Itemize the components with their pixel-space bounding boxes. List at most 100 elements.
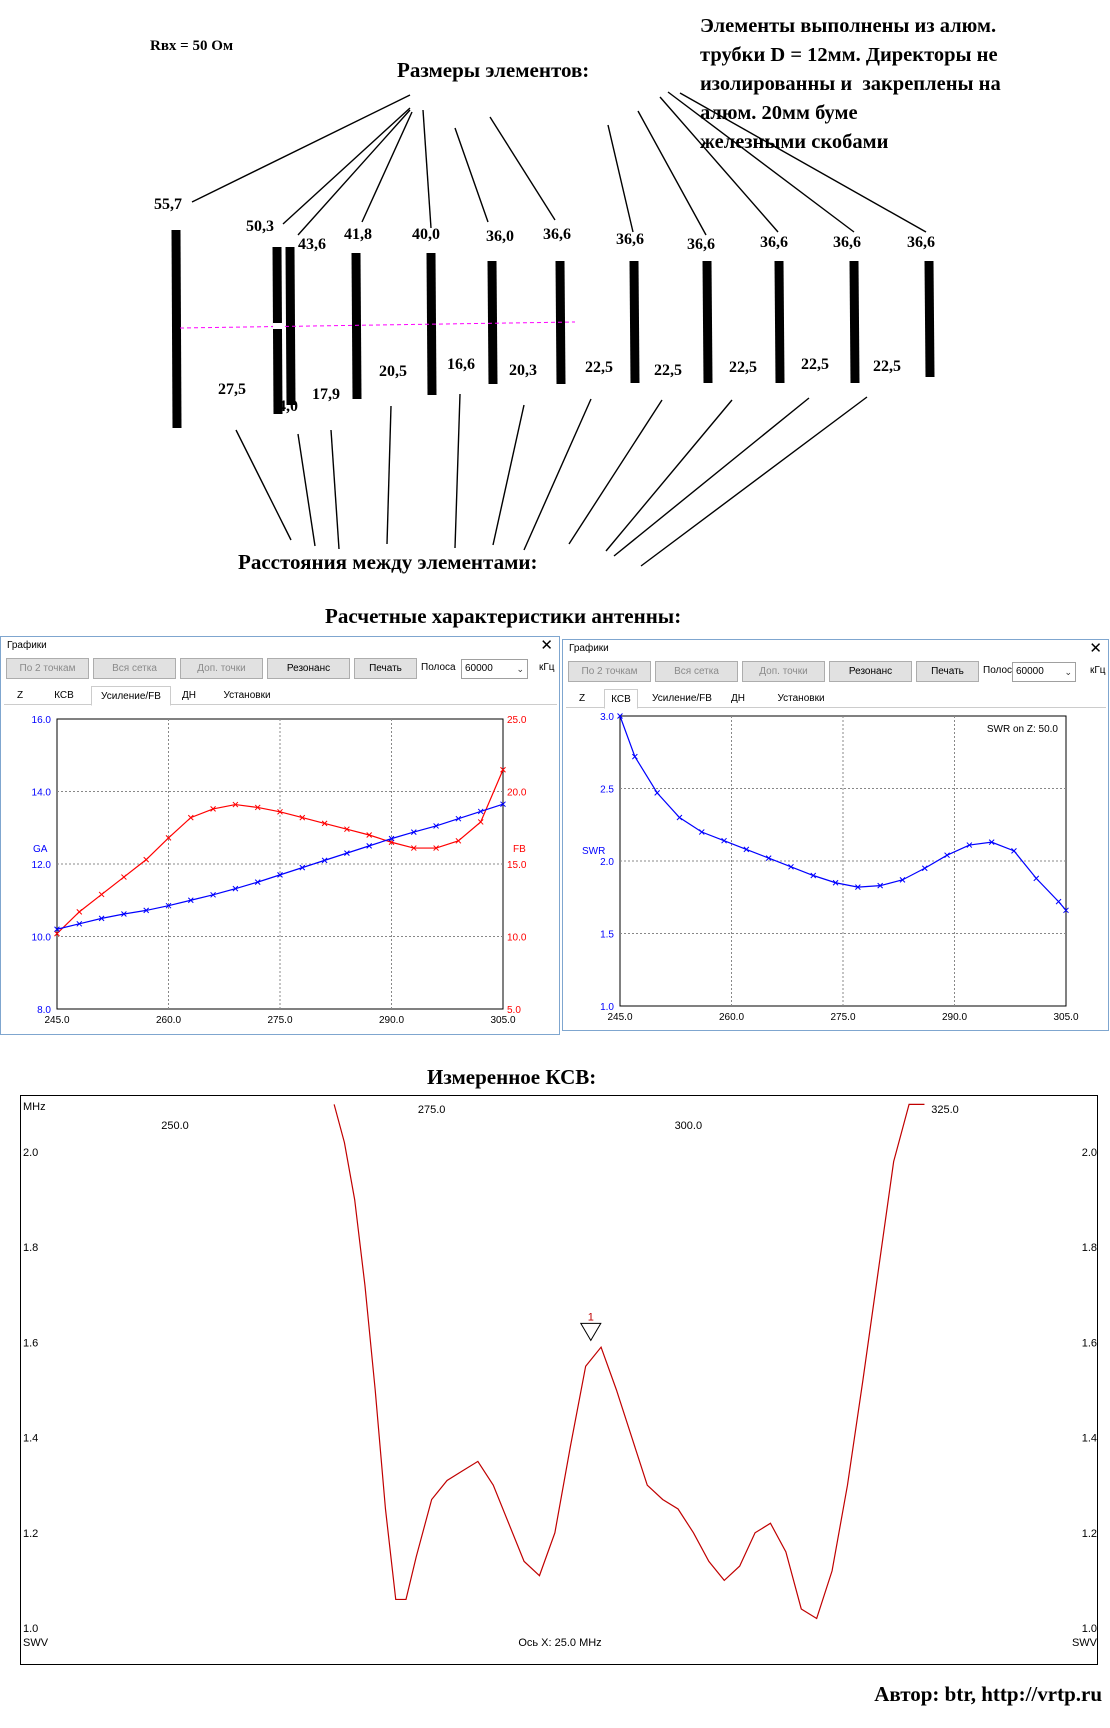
- tab-swr[interactable]: КСВ: [54, 690, 74, 701]
- y-tick-label: 2.0: [600, 857, 614, 868]
- tab-gain-fb[interactable]: Усиление/FB: [652, 693, 712, 704]
- element-distance-label: 22,5: [585, 359, 613, 376]
- x-tick-label: 245.0: [607, 1012, 632, 1023]
- fb-series-point: [143, 856, 150, 863]
- element-distance-label: 20,3: [509, 362, 537, 379]
- antenna-element-4: [351, 252, 362, 400]
- y2-tick-label: 20.0: [507, 788, 527, 799]
- swr-series-point: [765, 855, 772, 861]
- swr-reference-annotation: SWR on Z: 50.0: [987, 724, 1059, 735]
- ga-series-point: [165, 902, 172, 909]
- distance-leader-line-1: [235, 429, 292, 541]
- swv-axis-label-right: SWV: [1072, 1637, 1098, 1649]
- tab-gain-fb[interactable]: Усиление/FB: [91, 686, 171, 706]
- size-leader-line-3: [297, 109, 411, 236]
- element-distance-label: 22,5: [873, 358, 901, 375]
- ga-series-point: [500, 801, 506, 808]
- swr-series-point: [1063, 907, 1069, 914]
- y-tick-label: 16.0: [32, 715, 52, 726]
- x-tick-label: 290.0: [379, 1015, 404, 1026]
- antenna-element-1: [171, 229, 182, 429]
- extra-points-button[interactable]: Доп. точки: [180, 658, 263, 679]
- y2-tick-label: 25.0: [507, 715, 527, 726]
- y-tick-label-left: 1.8: [23, 1242, 38, 1254]
- antenna-diagram-svg: [171, 91, 935, 567]
- full-grid-button[interactable]: Вся сетка: [655, 661, 738, 682]
- distance-leader-line-10: [613, 397, 810, 557]
- ga-series-point: [54, 926, 60, 933]
- fb-series-point: [165, 835, 172, 841]
- construction-note: Элементы выполнены из алюм. трубки D = 1…: [700, 15, 1001, 153]
- input-resistance-label: Rвх = 50 Ом: [150, 38, 234, 54]
- x-axis-scale-label: Ось X: 25.0 MHz: [518, 1637, 601, 1649]
- x-unit-label: MHz: [23, 1101, 46, 1113]
- y-tick-label: 10.0: [32, 933, 52, 944]
- swr-series-point: [788, 863, 794, 870]
- ga-series-point: [210, 891, 216, 898]
- tab-settings[interactable]: Установки: [777, 693, 825, 704]
- tab-settings[interactable]: Установки: [223, 690, 271, 701]
- element-distance-label: 22,5: [801, 356, 829, 373]
- y-tick-label-left: 1.0: [23, 1623, 38, 1635]
- ga-series-point: [232, 885, 239, 892]
- toolbar: По 2 точкам Вся сетка Доп. точки Резонан…: [566, 661, 1106, 684]
- chevron-down-icon: ⌄: [1064, 667, 1072, 677]
- swr-series-point: [654, 789, 661, 796]
- tab-pattern[interactable]: ДН: [731, 693, 745, 704]
- author-credit: Автор: btr, http://vrtp.ru: [874, 1682, 1102, 1706]
- ga-series-point: [388, 835, 395, 842]
- close-icon[interactable]: ✕: [1089, 640, 1102, 657]
- tab-pattern[interactable]: ДН: [182, 690, 196, 701]
- print-button[interactable]: Печать: [354, 658, 417, 679]
- swr-series-point: [855, 884, 861, 890]
- fb-series-point: [321, 820, 328, 827]
- y-tick-label-right: 1.6: [1082, 1337, 1097, 1349]
- two-points-button[interactable]: По 2 точкам: [568, 661, 651, 682]
- fb-series-point: [500, 766, 506, 773]
- fb-series-point: [366, 832, 373, 838]
- band-label: Полоса: [421, 662, 456, 673]
- marker-label: 1: [588, 1311, 594, 1323]
- swr-series-point: [966, 842, 973, 848]
- x-tick-label: 290.0: [942, 1012, 967, 1023]
- element-distance-label: 17,9: [312, 386, 340, 403]
- swr-series-point: [676, 814, 683, 821]
- two-points-button[interactable]: По 2 точкам: [6, 658, 89, 679]
- print-button[interactable]: Печать: [916, 661, 979, 682]
- unit-label: кГц: [539, 662, 555, 673]
- swr-series-point: [1055, 898, 1062, 905]
- antenna-element-8: [629, 260, 640, 384]
- resonance-button[interactable]: Резонанс: [267, 658, 350, 679]
- ga-series-point: [121, 911, 127, 917]
- close-icon[interactable]: ✕: [540, 637, 553, 654]
- x-tick-label: 305.0: [490, 1015, 515, 1026]
- extra-points-button[interactable]: Доп. точки: [742, 661, 825, 682]
- x-tick-label: 245.0: [44, 1015, 69, 1026]
- ga-series-point: [98, 915, 105, 922]
- resonance-button[interactable]: Резонанс: [829, 661, 912, 682]
- fb-series-point: [210, 806, 216, 812]
- swr-series-point: [698, 829, 705, 835]
- tab-z[interactable]: Z: [16, 690, 24, 701]
- y-tick-label-right: 1.8: [1082, 1242, 1097, 1254]
- element-size-label: 50,3: [246, 218, 274, 235]
- x-tick-label: 275.0: [830, 1012, 855, 1023]
- fb-series-point: [121, 874, 127, 880]
- element-sizes-title: Размеры элементов:: [397, 58, 590, 82]
- tab-bar: Z КСВ Усиление/FB ДН Установки: [566, 689, 1106, 709]
- fb-series-point: [433, 845, 439, 851]
- element-size-label: 41,8: [344, 226, 372, 243]
- size-leader-line-10: [659, 96, 779, 233]
- band-select[interactable]: 60000 ⌄: [461, 659, 528, 679]
- ga-series-point: [76, 920, 83, 927]
- element-size-label: 36,6: [760, 234, 788, 251]
- element-distance-label: 22,5: [654, 362, 682, 379]
- tab-z[interactable]: Z: [578, 693, 586, 704]
- full-grid-button[interactable]: Вся сетка: [93, 658, 176, 679]
- fb-series-point: [344, 826, 350, 833]
- size-leader-line-4: [361, 111, 413, 223]
- swr-chart: 245.0 260.0 275.0 290.0 305.0 1.0 1.5 2.0 2.5 3.0…: [563, 710, 1110, 1032]
- swr-series-point: [1033, 875, 1040, 882]
- tab-swr[interactable]: КСВ: [604, 689, 638, 709]
- band-select[interactable]: 60000 ⌄: [1012, 662, 1076, 682]
